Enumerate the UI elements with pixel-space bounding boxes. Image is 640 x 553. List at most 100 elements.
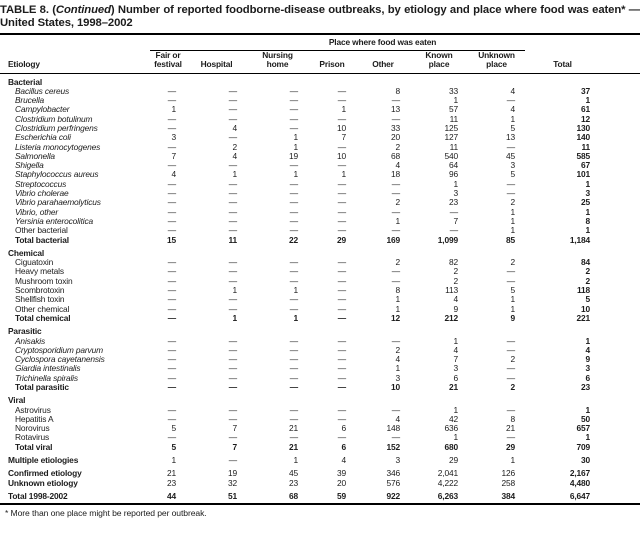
value-cell: 6: [341, 441, 346, 452]
column-header-etiology: Etiology: [0, 50, 150, 74]
value-cell: 10: [390, 382, 400, 392]
value-cell: —: [506, 404, 516, 415]
value-cell: —: [289, 113, 298, 124]
value-cell: —: [337, 188, 346, 199]
value-cell: 1: [341, 104, 346, 115]
section-header: Bacterial: [8, 76, 43, 87]
value-cell: 148: [386, 423, 400, 434]
value-cell: 346: [386, 468, 400, 479]
etiology-label: Shigella: [15, 161, 44, 171]
table-row: Other chemical — — — — 1 9 1 10: [0, 303, 640, 314]
value-cell: 30: [581, 455, 591, 466]
value-cell: 113: [445, 285, 458, 296]
row-spacer: [600, 433, 640, 442]
value-cell: —: [167, 113, 176, 124]
value-cell: 57: [448, 104, 458, 115]
value-cell: —: [289, 215, 298, 226]
value-cell: 1: [585, 335, 591, 346]
value-cell: 18: [390, 169, 400, 180]
value-cell: —: [289, 372, 298, 383]
row-spacer: [600, 488, 640, 501]
table-row: Total viral 5 7 21 6 152 680 29 709: [0, 441, 640, 452]
value-cell: 1: [293, 285, 298, 296]
value-cell: 29: [506, 441, 516, 452]
spanner-spacer-right: [525, 38, 640, 50]
etiology-label: Escherichia coli: [15, 133, 71, 143]
title-line-1: TABLE 8. (Continued) Number of reported …: [0, 4, 640, 17]
row-spacer: [600, 236, 640, 245]
table-row: Clostridium perfringens — 4 — 10 33 125 5 130: [0, 122, 640, 133]
value-cell: —: [167, 206, 176, 217]
value-cell: 67: [581, 160, 591, 171]
value-cell: —: [167, 413, 176, 424]
etiology-label: Total chemical: [15, 313, 71, 323]
etiology-label: Total bacterial: [15, 235, 69, 245]
value-cell: 1: [453, 178, 458, 189]
value-cell: 1: [453, 335, 458, 346]
table-row: Hepatitis A — — — — 4 42 8 50: [0, 413, 640, 424]
table-row: Cyclospora cayetanensis — — — — 4 7 2 9: [0, 354, 640, 364]
spanner-header: Place where food was eaten: [150, 37, 526, 51]
etiology-label: Staphylococcus aureus: [15, 170, 99, 180]
value-cell: —: [449, 206, 458, 217]
value-cell: 33: [448, 85, 458, 96]
value-cell: 1: [293, 132, 298, 143]
value-cell: 39: [336, 468, 346, 479]
value-cell: 3: [395, 372, 400, 383]
value-cell: —: [391, 178, 400, 189]
value-cell: —: [391, 188, 400, 199]
value-cell: 61: [581, 104, 591, 115]
value-cell: —: [228, 382, 237, 392]
table-row: Vibrio, other — — — — — — 1 1: [0, 206, 640, 217]
value-cell: —: [289, 104, 298, 115]
table-row: Astrovirus — — — — — 1 — 1: [0, 404, 640, 415]
table-row: Shigella — — — — 4 64 3 67: [0, 160, 640, 171]
value-cell: —: [506, 95, 516, 106]
value-cell: —: [289, 335, 298, 346]
value-cell: 6: [585, 372, 591, 383]
value-cell: 1: [395, 303, 400, 314]
value-cell: —: [289, 294, 298, 305]
table-row: Trichinella spiralis — — — — 3 6 — 6: [0, 372, 640, 383]
row-spacer: [600, 226, 640, 235]
value-cell: —: [289, 404, 298, 415]
value-cell: —: [289, 275, 298, 286]
row-spacer: [600, 346, 640, 355]
value-cell: 2: [453, 266, 458, 277]
value-cell: 45: [506, 150, 516, 161]
value-cell: 6,647: [569, 490, 591, 501]
row-spacer: [600, 415, 640, 424]
value-cell: 2,041: [437, 468, 458, 479]
row-spacer: [600, 465, 640, 478]
value-cell: —: [337, 372, 346, 383]
value-cell: 9: [510, 312, 516, 323]
row-spacer: [600, 96, 640, 105]
value-cell: 1: [395, 215, 400, 226]
value-cell: 1: [510, 455, 516, 466]
section-header: Chemical: [8, 247, 45, 258]
bottom-rule: [0, 503, 640, 506]
row-spacer: [600, 443, 640, 452]
etiology-label: Salmonella: [15, 151, 55, 161]
title-rule: [0, 33, 640, 35]
value-cell: 140: [576, 132, 591, 143]
value-cell: —: [228, 432, 237, 443]
etiology-label: Vibrio parahaemolyticus: [15, 198, 101, 208]
value-cell: —: [289, 432, 298, 443]
value-cell: 4: [510, 85, 516, 96]
value-cell: 68: [288, 490, 298, 501]
value-cell: —: [167, 122, 176, 133]
value-cell: 64: [448, 160, 458, 171]
value-cell: 10: [336, 150, 346, 161]
column-header-prison: Prison: [308, 50, 356, 74]
value-cell: 1: [293, 141, 298, 152]
value-cell: —: [167, 85, 176, 96]
value-cell: 6,263: [437, 490, 458, 501]
value-cell: —: [228, 95, 237, 106]
row-spacer: [600, 424, 640, 433]
value-cell: 258: [501, 477, 516, 488]
row-spacer: [600, 143, 640, 152]
row-spacer: [600, 258, 640, 267]
value-cell: 1: [510, 225, 516, 236]
value-cell: 13: [506, 132, 516, 143]
